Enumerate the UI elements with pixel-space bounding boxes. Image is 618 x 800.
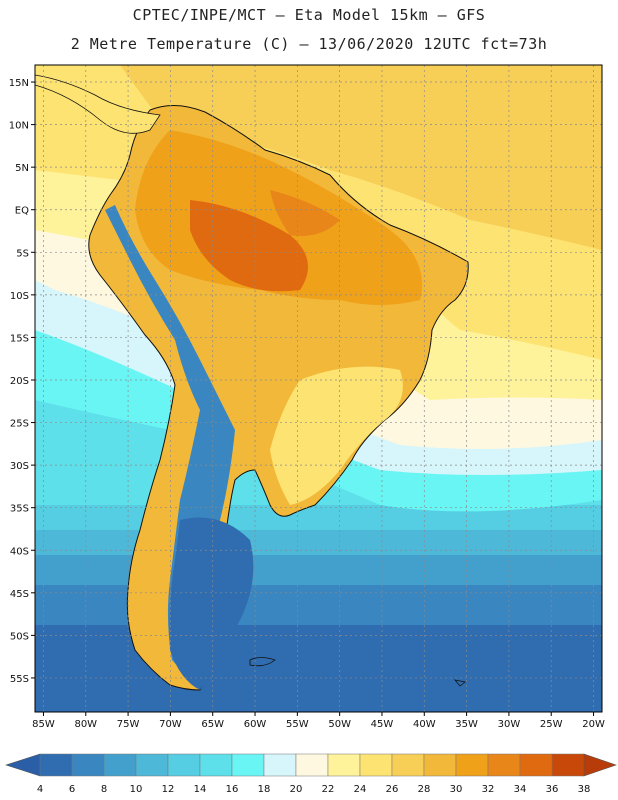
lat-tick-label: 10S bbox=[10, 291, 29, 302]
colorbar-segment bbox=[359, 753, 393, 777]
lon-tick-label: 35W bbox=[455, 719, 478, 730]
amazon-hot-core bbox=[190, 200, 308, 292]
colorbar-label: 38 bbox=[578, 784, 591, 795]
colorbar-segment bbox=[295, 753, 329, 777]
map-frame bbox=[34, 64, 603, 713]
colorbar-label: 30 bbox=[450, 784, 463, 795]
lon-tick-label: 75W bbox=[117, 719, 140, 730]
lat-tick-label: 25S bbox=[10, 419, 29, 430]
lat-tick-label: 35S bbox=[10, 504, 29, 515]
colorbar-label: 16 bbox=[226, 784, 239, 795]
colorbar-segment bbox=[231, 753, 265, 777]
lon-tick-label: 45W bbox=[371, 719, 394, 730]
map-plot-area bbox=[35, 65, 602, 712]
lon-tick-label: 55W bbox=[286, 719, 309, 730]
colorbar-label: 34 bbox=[514, 784, 527, 795]
colorbar-label: 10 bbox=[130, 784, 143, 795]
colorbar-label: 6 bbox=[69, 784, 75, 795]
lat-tick-label: 5S bbox=[16, 248, 29, 259]
colorbar-segment bbox=[327, 753, 361, 777]
brazil-hot-zone bbox=[270, 190, 340, 236]
colorbar-label: 14 bbox=[194, 784, 207, 795]
ocean-band-26 bbox=[120, 65, 602, 250]
colorbar-segment bbox=[39, 753, 73, 777]
lon-tick-label: 40W bbox=[413, 719, 436, 730]
lat-tick-label: 55S bbox=[10, 674, 29, 685]
lat-tick-label: 40S bbox=[10, 546, 29, 557]
colorbar-label: 4 bbox=[37, 784, 43, 795]
colorbar-under-arrow bbox=[5, 753, 41, 777]
lat-tick-label: 20S bbox=[10, 376, 29, 387]
colorbar-label: 12 bbox=[162, 784, 175, 795]
lat-tick-label: EQ bbox=[15, 206, 29, 217]
colorbar-segment bbox=[487, 753, 521, 777]
lon-tick-label: 70W bbox=[159, 719, 182, 730]
lon-tick-label: 60W bbox=[244, 719, 267, 730]
lon-tick-label: 50W bbox=[328, 719, 351, 730]
colorbar-segment bbox=[135, 753, 169, 777]
amazon-warm-zone bbox=[135, 130, 422, 305]
lat-tick-label: 15S bbox=[10, 333, 29, 344]
colorbar-segment bbox=[455, 753, 489, 777]
lat-tick-label: 45S bbox=[10, 589, 29, 600]
map-title: CPTEC/INPE/MCT – Eta Model 15km – GFS bbox=[132, 6, 486, 24]
colorbar-segment bbox=[519, 753, 553, 777]
lon-tick-label: 30W bbox=[498, 719, 521, 730]
longitude-axis: 85W 80W 75W 70W 65W 60W 55W 50W 45W 40W 35W 30W 25W 2… bbox=[32, 712, 605, 730]
colorbar-segment bbox=[423, 753, 457, 777]
colorbar-segment bbox=[199, 753, 233, 777]
colorbar-segment bbox=[391, 753, 425, 777]
falkland-islands bbox=[249, 657, 276, 667]
colorbar-label: 26 bbox=[386, 784, 399, 795]
lat-tick-label: 30S bbox=[10, 461, 29, 472]
lat-tick-label: 10N bbox=[9, 121, 29, 132]
central-america-land bbox=[35, 74, 161, 134]
lon-tick-label: 80W bbox=[74, 719, 97, 730]
south-georgia-island bbox=[453, 679, 466, 687]
lon-tick-label: 85W bbox=[32, 719, 55, 730]
colorbar: 4 6 8 10 12 14 16 18 20 22 24 26 28 30 32 34 36 38 bbox=[5, 753, 617, 795]
colorbar-segment bbox=[103, 753, 137, 777]
colorbar-segment bbox=[71, 753, 105, 777]
lon-tick-label: 25W bbox=[540, 719, 563, 730]
colorbar-label: 22 bbox=[322, 784, 335, 795]
colorbar-segment bbox=[263, 753, 297, 777]
colorbar-segment bbox=[167, 753, 201, 777]
lat-tick-label: 15N bbox=[9, 78, 29, 89]
lon-tick-label: 20W bbox=[582, 719, 605, 730]
colorbar-label: 8 bbox=[101, 784, 107, 795]
colorbar-over-arrow bbox=[583, 753, 617, 777]
lat-tick-label: 5N bbox=[15, 163, 29, 174]
colorbar-label: 24 bbox=[354, 784, 367, 795]
southeast-brazil-zone bbox=[270, 366, 403, 505]
map-subtitle: 2 Metre Temperature (C) – 13/06/2020 12U… bbox=[70, 35, 548, 53]
patagonia-cold-zone bbox=[169, 517, 254, 690]
colorbar-label: 18 bbox=[258, 784, 271, 795]
lat-tick-label: 50S bbox=[10, 631, 29, 642]
latitude-axis: 15N 10N 5N EQ 5S 10S 15S 20S 25S 30S 35S 40S 45S 50S 5… bbox=[9, 78, 35, 685]
colorbar-label: 32 bbox=[482, 784, 495, 795]
colorbar-segment bbox=[551, 753, 585, 777]
colorbar-label: 20 bbox=[290, 784, 303, 795]
colorbar-label: 36 bbox=[546, 784, 559, 795]
lon-tick-label: 65W bbox=[201, 719, 224, 730]
colorbar-label: 28 bbox=[418, 784, 431, 795]
